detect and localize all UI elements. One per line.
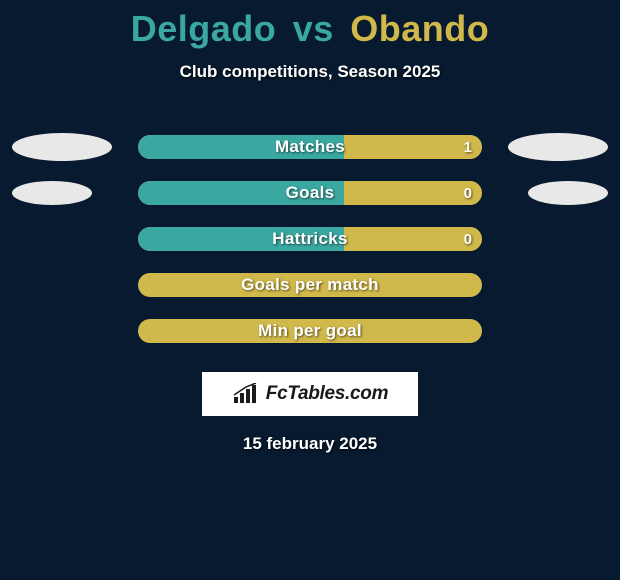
comparison-infographic: Delgado vs Obando Club competitions, Sea… <box>0 0 620 580</box>
player1-name: Delgado <box>131 8 277 49</box>
chart-icon <box>232 383 260 405</box>
stat-bar: Goals0 <box>138 181 482 205</box>
logo-text: FcTables.com <box>266 383 388 405</box>
stat-bar: Hattricks0 <box>138 227 482 251</box>
player2-name: Obando <box>350 8 489 49</box>
stat-label: Matches <box>138 137 482 157</box>
stat-bar: Matches1 <box>138 135 482 159</box>
stat-label: Min per goal <box>138 321 482 341</box>
stat-row: Min per goal <box>0 308 620 354</box>
stat-label: Goals per match <box>138 275 482 295</box>
stat-row: Hattricks0 <box>0 216 620 262</box>
player-marker-left <box>12 181 92 205</box>
footer-date: 15 february 2025 <box>0 434 620 454</box>
stat-value-right: 0 <box>464 231 472 248</box>
stat-label: Goals <box>138 183 482 203</box>
page-title: Delgado vs Obando <box>0 0 620 50</box>
stat-value-right: 0 <box>464 185 472 202</box>
player-marker-right <box>508 133 608 161</box>
stat-row: Goals0 <box>0 170 620 216</box>
player-marker-left <box>12 133 112 161</box>
stat-value-right: 1 <box>464 139 472 156</box>
vs-label: vs <box>293 8 334 49</box>
stat-label: Hattricks <box>138 229 482 249</box>
logo-box: FcTables.com <box>202 372 418 416</box>
subtitle: Club competitions, Season 2025 <box>0 62 620 82</box>
stat-row: Matches1 <box>0 124 620 170</box>
stat-bar: Goals per match <box>138 273 482 297</box>
stat-bar: Min per goal <box>138 319 482 343</box>
player-marker-right <box>528 181 608 205</box>
stat-row: Goals per match <box>0 262 620 308</box>
stat-rows: Matches1Goals0Hattricks0Goals per matchM… <box>0 124 620 354</box>
